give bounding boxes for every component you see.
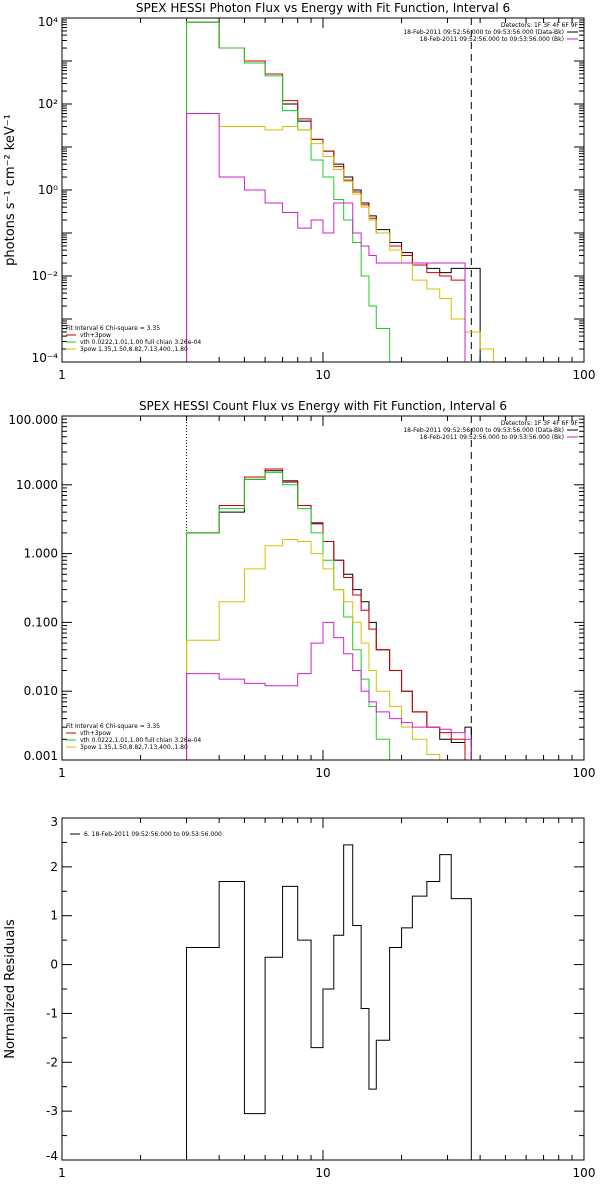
chart-title: SPEX HESSI Photon Flux vs Energy with Fi…	[136, 1, 510, 15]
y-tick-label: -3	[46, 1104, 58, 1118]
plot-frame	[61, 817, 585, 1161]
y-axis-label: Normalized Residuals	[3, 919, 18, 1059]
y-tick-label: -4	[46, 1149, 58, 1163]
x-tick-label: 1	[58, 368, 66, 382]
legend-entry: Detectors: 1F 3F 4F 6F 9F	[501, 22, 579, 29]
legend-entry: Detectors: 1F 3F 4F 6F 9F	[501, 420, 579, 427]
y-tick-label: 0.100	[24, 615, 58, 629]
x-tick-label: 100	[573, 1166, 596, 1180]
legend-entry: Fit Interval 6 Chi-square = 3.35	[66, 325, 160, 332]
series-group	[186, 21, 494, 362]
legend-entry: 3pow 1.35,1.50,8.82,7.13,400.,1.80	[80, 744, 188, 751]
x-tick-label: 10	[315, 368, 330, 382]
series-magenta	[186, 621, 472, 760]
y-tick-label: 0	[50, 958, 58, 972]
legend-entry: 18-Feb-2011 09:52:56.000 to 09:53:56.000…	[403, 427, 564, 434]
y-tick-label: 0.001	[24, 749, 58, 763]
series-red	[186, 468, 466, 760]
series-yellow	[186, 113, 494, 362]
x-tick-label: 100	[573, 766, 596, 780]
series-green	[186, 21, 391, 362]
series-group	[186, 844, 472, 1160]
legend-entry: 3pow 1.35,1.50,8.82,7.13,400.,1.80	[80, 346, 188, 353]
x-tick-label: 1	[58, 766, 66, 780]
legend-entry: 6. 18-Feb-2011 09:52:56.000 to 09:53:56.…	[84, 831, 222, 838]
legend-entry: vth+3pow	[80, 730, 111, 737]
x-tick-label: 10	[315, 766, 330, 780]
legend-entry: 18-Feb-2011 09:52:56.000 to 09:53:56.000…	[420, 36, 564, 43]
y-tick-label: 2	[50, 860, 58, 874]
x-tick-label: 1	[58, 1166, 66, 1180]
y-tick-label: 10.000	[16, 478, 58, 492]
y-axis-label: photons s⁻¹ cm⁻² keV⁻¹	[3, 114, 18, 266]
series-yellow	[186, 539, 441, 760]
plot-frame	[61, 17, 585, 363]
x-tick-label: 100	[573, 368, 596, 382]
y-tick-label: 10⁻⁴	[32, 351, 59, 365]
y-tick-label: -2	[46, 1055, 58, 1069]
series-magenta	[186, 113, 466, 362]
series-black	[186, 470, 472, 760]
y-tick-label: 1	[50, 909, 58, 923]
chart-3: Normalized Residuals 1 10 100 -4 -3 -2 -1 0 1 2 3 6.…	[3, 815, 595, 1180]
legend-entry: Fit Interval 6 Chi-square = 3.35	[66, 723, 160, 730]
plot-frame	[61, 415, 585, 761]
y-tick-label: 10²	[38, 97, 58, 111]
y-tick-label: -1	[46, 1006, 58, 1020]
y-tick-label: 100.000	[8, 413, 58, 427]
series-green	[186, 472, 391, 760]
chart-1: SPEX HESSI Photon Flux vs Energy with Fi…	[3, 1, 595, 382]
series-black	[186, 21, 481, 362]
legend-entry: 18-Feb-2011 09:52:56.000 to 09:53:56.000…	[420, 434, 564, 441]
series-black	[186, 844, 472, 1160]
chart-2: SPEX HESSI Count Flux vs Energy with Fit…	[8, 399, 595, 780]
y-tick-label: 10⁰	[38, 183, 58, 197]
y-tick-label: 10⁻²	[32, 269, 59, 283]
y-tick-label: 10⁴	[38, 15, 58, 29]
y-tick-label: 3	[50, 815, 58, 829]
x-tick-label: 10	[315, 1166, 330, 1180]
y-tick-label: 1.000	[24, 547, 58, 561]
legend-entry: vth 0.0222,1.01,1.00 full chian 3.26e-04	[80, 737, 201, 744]
chart-title: SPEX HESSI Count Flux vs Energy with Fit…	[139, 399, 507, 413]
legend-entry: vth 0.0222,1.01,1.00 full chian 3.26e-04	[80, 339, 201, 346]
legend-entry: 18-Feb-2011 09:52:56.000 to 09:53:56.000…	[403, 29, 564, 36]
y-tick-label: 0.010	[24, 684, 58, 698]
series-red	[186, 21, 466, 362]
series-group	[186, 468, 472, 760]
legend-entry: vth+3pow	[80, 332, 111, 339]
